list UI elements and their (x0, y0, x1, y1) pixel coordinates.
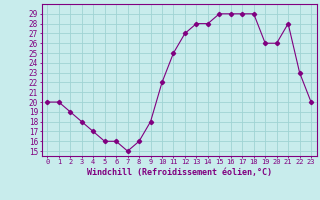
X-axis label: Windchill (Refroidissement éolien,°C): Windchill (Refroidissement éolien,°C) (87, 168, 272, 177)
